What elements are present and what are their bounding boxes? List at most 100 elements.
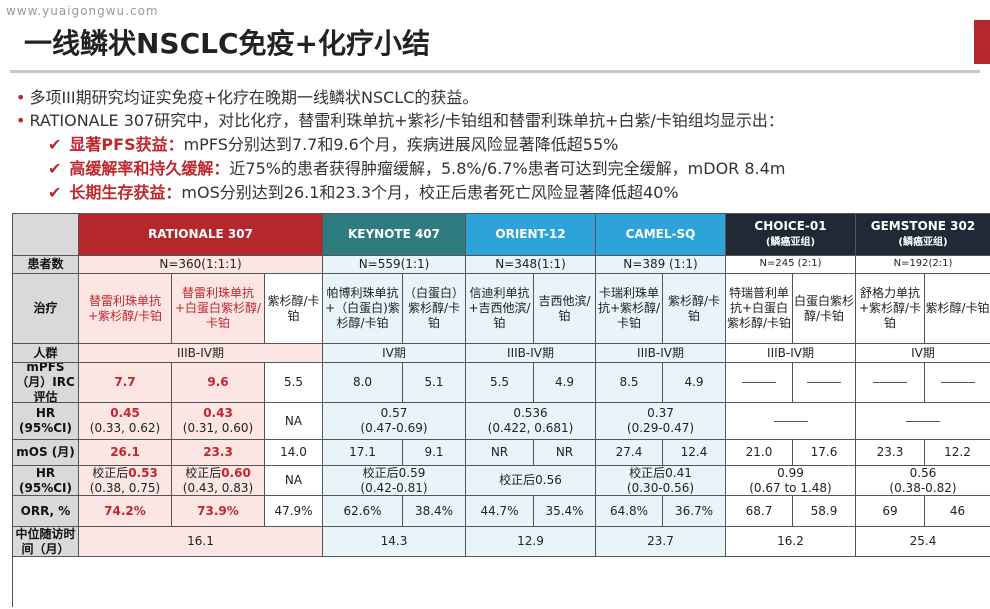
study-name: CHOICE-01: [754, 219, 827, 234]
subpoint-response: ✔ 高缓解率和持久缓解：近75%的患者获得肿瘤缓解，5.8%/6.7%患者可达到完…: [48, 155, 785, 179]
treatment-cell: 替雷利珠单抗+白蛋白紫杉醇/卡铂: [172, 274, 265, 344]
hr-value: 0.60: [221, 466, 251, 480]
study-header-label: ORIENT-12: [495, 227, 565, 242]
followup-value: 12.9: [517, 534, 544, 548]
header-corner: [13, 214, 79, 256]
pfs-hr-cell: 0.37 (0.29-0.47): [596, 403, 726, 440]
treatment-cell: 舒格力单抗+紫杉醇/卡铂: [856, 274, 925, 344]
subpoint-head: 长期生存获益：: [69, 183, 182, 202]
mos-value: NR: [555, 445, 574, 459]
study-header: GEMSTONE 302 (鳞癌亚组): [856, 214, 990, 256]
hr-value: 0.45: [110, 406, 140, 420]
mpfs-cell: 4.9: [534, 363, 596, 403]
study-name: GEMSTONE 302: [870, 219, 976, 234]
subpoint-head: 显著PFS获益：: [69, 135, 184, 154]
mos-cell: 21.0: [726, 440, 793, 466]
study-header-label: GEMSTONE 302 (鳞癌亚组): [871, 219, 975, 250]
mpfs-cell: 5.1: [403, 363, 466, 403]
pfs-hr-content: 0.43 (0.31, 0.60): [183, 406, 253, 436]
hr-prefix: 校正后: [185, 466, 222, 480]
patients-cell: N=245 (2:1): [726, 256, 856, 274]
row-label: 治疗: [13, 274, 79, 344]
mos-value: 23.3: [203, 445, 233, 459]
pfs-hr-cell: [856, 403, 990, 440]
followup-cell: 25.4: [856, 527, 990, 557]
study-header-label: CAMEL-SQ: [626, 227, 696, 242]
check-icon: ✔: [48, 159, 62, 178]
row-label-text: mPFS（月）IRC评估: [16, 363, 75, 403]
treatment-text: 替雷利珠单抗+白蛋白紫杉醇/卡铂: [174, 286, 262, 330]
orr-cell: 68.7: [726, 496, 793, 527]
dash-icon: [873, 382, 907, 383]
watermark: www.yuaigongwu.com: [6, 4, 159, 18]
mos-value: 12.2: [944, 445, 971, 459]
mpfs-value: 5.1: [424, 375, 444, 389]
pfs-hr-cell: 0.57 (0.47-0.69): [323, 403, 466, 440]
mpfs-value: 4.9: [554, 375, 575, 389]
mpfs-value: 7.7: [114, 375, 136, 389]
mos-value: 27.4: [615, 445, 643, 459]
orr-value: 38.4%: [414, 503, 454, 518]
subpoint-head: 高缓解率和持久缓解：: [69, 159, 230, 178]
followup-cell: 14.3: [323, 527, 466, 557]
orr-value: 47.9%: [274, 503, 313, 518]
hr-ci: (0.47-0.69): [360, 421, 428, 435]
treatment-cell: 信迪利单抗+吉西他滨/铂: [466, 274, 534, 344]
population-value: IIIB-IV期: [507, 345, 554, 360]
study-header: ORIENT-12: [466, 214, 596, 256]
followup-cell: 16.1: [79, 527, 323, 557]
followup-value: 14.3: [380, 534, 408, 548]
dash-icon: [807, 382, 841, 383]
treatment-text: 替雷利珠单抗+紫杉醇/卡铂: [87, 293, 163, 323]
mos-cell: 12.2: [925, 440, 990, 466]
comparison-table: RATIONALE 307 KEYNOTE 407 ORIENT-12 CAMEL-S…: [12, 213, 990, 607]
os-hr-cell: 校正后0.41 (0.30-0.56): [596, 466, 726, 496]
followup-cell: 16.2: [726, 527, 856, 557]
mos-value: 17.1: [349, 445, 376, 459]
study-header: CHOICE-01 (鳞癌亚组): [726, 214, 856, 256]
hr-value: 0.43: [203, 406, 233, 420]
hr-value: 0.56: [535, 473, 562, 487]
treatment-text: （白蛋白）紫杉醇/卡铂: [403, 286, 464, 330]
treatment-cell: 紫杉醇/卡铂: [663, 274, 726, 344]
mos-cell: 17.6: [793, 440, 856, 466]
orr-value: 69: [882, 503, 898, 518]
orr-value: 73.9%: [197, 503, 239, 518]
study-header-label: RATIONALE 307: [148, 227, 253, 242]
study-name: ORIENT-12: [495, 227, 566, 241]
bullet-1-text: 多项III期研究均证实免疫+化疗在晚期一线鳞状NSCLC的获益。: [29, 88, 479, 107]
row-label: 中位随访时间（月）: [13, 527, 79, 557]
mos-cell: NR: [534, 440, 596, 466]
os-hr-cell: 校正后0.60 (0.43, 0.83): [172, 466, 265, 496]
row-label-text: 治疗: [33, 301, 58, 315]
treatment-text: 舒格力单抗+紫杉醇/卡铂: [858, 286, 922, 330]
mos-value: 17.6: [810, 445, 838, 459]
mos-cell: 9.1: [403, 440, 466, 466]
orr-cell: 36.7%: [663, 496, 726, 527]
orr-value: 64.8%: [609, 503, 649, 518]
study-header: KEYNOTE 407: [323, 214, 466, 256]
hr-prefix: 校正后: [499, 473, 536, 487]
os-hr-content: 0.99 (0.67 to 1.48): [749, 466, 831, 495]
hr-ci: (0.38, 0.75): [89, 480, 161, 495]
pfs-hr-content: 0.536 (0.422, 0.681): [488, 406, 574, 436]
os-hr-content: 校正后0.56: [499, 473, 562, 488]
mos-cell: 17.1: [323, 440, 403, 466]
mos-value: 14.0: [280, 445, 307, 459]
orr-value: 36.7%: [674, 503, 714, 518]
os-hr-cell: 0.56 (0.38-0.82): [856, 466, 990, 496]
orr-cell: 46: [925, 496, 990, 527]
hr-value: 0.56: [909, 466, 937, 480]
patients-cell: N=559(1:1): [323, 256, 466, 274]
os-hr-content: 校正后0.59 (0.42-0.81): [360, 466, 427, 495]
check-icon: ✔: [48, 135, 62, 154]
pfs-hr-content: 0.37 (0.29-0.47): [627, 406, 694, 436]
os-hr-content: 0.56 (0.38-0.82): [889, 466, 956, 495]
dash-icon: [906, 420, 940, 422]
mos-value: NR: [490, 445, 509, 459]
orr-cell: 38.4%: [403, 496, 466, 527]
treatment-text: 信迪利单抗+吉西他滨/铂: [468, 286, 531, 330]
orr-value: 68.7: [745, 503, 773, 518]
mos-value: 12.4: [680, 445, 708, 459]
title-divider: [10, 70, 980, 73]
